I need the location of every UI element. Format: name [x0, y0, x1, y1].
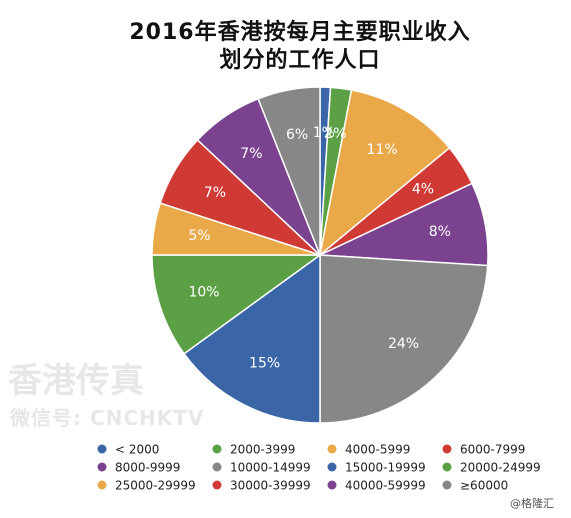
pie-slice — [257, 86, 321, 256]
legend-item: < 2000 — [97, 443, 159, 457]
legend-swatch — [327, 444, 337, 454]
legend-label: ≥60000 — [460, 479, 508, 493]
legend-swatch — [442, 444, 452, 454]
pie-slice — [151, 254, 323, 355]
legend-label: 10000-14999 — [230, 461, 311, 475]
pie-value-label: 7% — [204, 185, 226, 201]
legend-swatch — [327, 480, 337, 490]
pie-value-label: 5% — [188, 228, 210, 244]
legend-item: ≥60000 — [442, 479, 508, 493]
legend-swatch — [442, 480, 452, 490]
legend-item: 6000-7999 — [442, 443, 525, 457]
pie-value-label: 7% — [240, 146, 262, 162]
legend-swatch — [97, 444, 107, 454]
legend-item: 25000-29999 — [97, 479, 196, 493]
pie-value-label: 8% — [429, 224, 451, 240]
legend-item: 40000-59999 — [327, 479, 426, 493]
legend-swatch — [97, 480, 107, 490]
pie-value-label: 11% — [367, 142, 398, 158]
chart-title: 2016年香港按每月主要职业收入 划分的工作人口 — [129, 19, 470, 73]
pie-value-label: 10% — [188, 285, 219, 301]
legend-label: 20000-24999 — [460, 461, 541, 475]
legend-label: 25000-29999 — [115, 479, 196, 493]
legend-label: < 2000 — [115, 443, 159, 457]
legend-label: 30000-39999 — [230, 479, 311, 493]
watermark-line-2: 微信号: CNCHKTV — [9, 406, 204, 430]
pie-slice — [319, 254, 489, 424]
chart-title-line-1: 2016年香港按每月主要职业收入 — [129, 19, 470, 45]
legend-swatch — [327, 462, 337, 472]
legend-label: 8000-9999 — [115, 461, 180, 475]
pie-value-label: 15% — [249, 356, 280, 372]
pie-value-label: 1% — [313, 125, 335, 141]
pie-value-label: 4% — [412, 182, 434, 198]
legend-swatch — [97, 462, 107, 472]
legend-label: 4000-5999 — [345, 443, 410, 457]
legend-item: 20000-24999 — [442, 461, 541, 475]
legend: < 2000 2000-3999 4000-5999 6000-7999 8000-99… — [97, 443, 541, 493]
pie-slice — [183, 253, 321, 424]
legend-item: 15000-19999 — [327, 461, 426, 475]
legend-swatch — [212, 462, 222, 472]
legend-label: 2000-3999 — [230, 443, 295, 457]
legend-label: 15000-19999 — [345, 461, 426, 475]
legend-item: 4000-5999 — [327, 443, 410, 457]
legend-item: 8000-9999 — [97, 461, 180, 475]
legend-label: 40000-59999 — [345, 479, 426, 493]
credit-text: @格隆汇 — [510, 496, 554, 510]
legend-item: 10000-14999 — [212, 461, 311, 475]
pie-value-label: 6% — [286, 127, 308, 143]
watermark: 香港传真 微信号: CNCHKTV — [8, 361, 204, 430]
legend-item: 30000-39999 — [212, 479, 311, 493]
legend-swatch — [212, 444, 222, 454]
legend-swatch — [212, 480, 222, 490]
chart-title-line-2: 划分的工作人口 — [219, 47, 380, 73]
pie-value-labels: 1%2% 11% 4% 8% 24% 15% 10% 5% 7% 7% 6% — [188, 125, 451, 372]
legend-label: 6000-7999 — [460, 443, 525, 457]
pie-slice — [318, 89, 451, 257]
pie-value-label: 24% — [388, 336, 419, 352]
pie-value-label: 2% — [324, 126, 346, 142]
watermark-line-1: 香港传真 — [8, 361, 144, 401]
legend-swatch — [442, 462, 452, 472]
legend-item: 2000-3999 — [212, 443, 295, 457]
pie-slices — [151, 86, 489, 424]
